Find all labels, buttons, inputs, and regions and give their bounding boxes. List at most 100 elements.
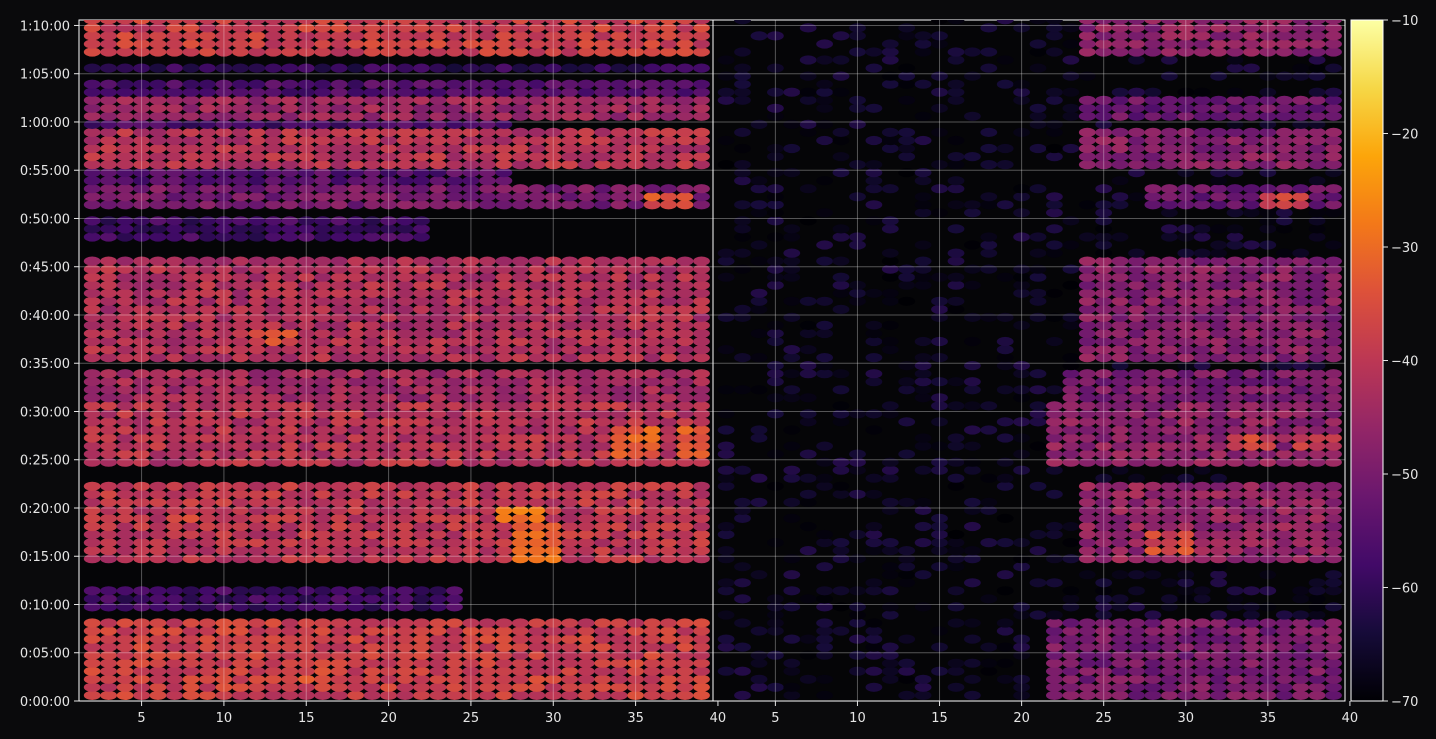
heatmap-cell bbox=[561, 135, 579, 146]
heatmap-cell bbox=[816, 95, 833, 105]
heatmap-cell bbox=[396, 312, 414, 322]
heatmap-cell bbox=[413, 554, 430, 564]
heatmap-cell bbox=[495, 200, 513, 210]
heatmap-cell bbox=[396, 288, 414, 298]
heatmap-cell bbox=[577, 111, 595, 121]
heatmap-cell bbox=[215, 618, 233, 628]
heatmap-cell bbox=[1193, 690, 1211, 701]
heatmap-cell bbox=[1243, 200, 1260, 210]
heatmap-cell bbox=[1177, 538, 1195, 548]
heatmap-cell bbox=[898, 361, 916, 371]
heatmap-cell bbox=[297, 546, 315, 556]
heatmap-cell bbox=[396, 79, 414, 89]
heatmap-cell bbox=[462, 304, 480, 314]
heatmap-cell bbox=[627, 31, 644, 41]
heatmap-cell bbox=[676, 336, 694, 347]
heatmap-cell bbox=[495, 23, 513, 33]
heatmap-cell bbox=[1062, 594, 1080, 604]
heatmap-cell bbox=[248, 216, 266, 226]
heatmap-cell bbox=[1308, 296, 1326, 306]
heatmap-cell bbox=[610, 127, 628, 137]
heatmap-cell bbox=[330, 328, 348, 339]
heatmap-cell bbox=[413, 634, 430, 644]
heatmap-cell bbox=[462, 288, 480, 298]
heatmap-cell bbox=[330, 111, 348, 121]
heatmap-cell bbox=[964, 554, 981, 564]
heatmap-cell bbox=[314, 232, 332, 242]
heatmap-cell bbox=[232, 63, 249, 73]
heatmap-cell bbox=[281, 369, 299, 379]
heatmap-cell bbox=[380, 103, 397, 113]
x-tick-label-left: 35 bbox=[627, 711, 644, 726]
heatmap-cell bbox=[1226, 618, 1244, 628]
heatmap-cell bbox=[1259, 168, 1277, 178]
heatmap-cell bbox=[380, 497, 397, 507]
heatmap-cell bbox=[881, 39, 899, 49]
heatmap-cell bbox=[1095, 658, 1113, 668]
heatmap-cell bbox=[429, 369, 447, 379]
heatmap-cell bbox=[610, 111, 628, 121]
heatmap-cell bbox=[1226, 658, 1244, 668]
heatmap-cell bbox=[149, 489, 167, 499]
heatmap-cell bbox=[446, 674, 463, 684]
heatmap-cell bbox=[1046, 666, 1063, 676]
heatmap-cell bbox=[947, 200, 965, 210]
heatmap-cell bbox=[182, 602, 200, 612]
heatmap-cell bbox=[149, 602, 167, 612]
heatmap-cell bbox=[182, 425, 200, 435]
heatmap-cell bbox=[1325, 513, 1342, 524]
heatmap-cell bbox=[1243, 409, 1260, 419]
heatmap-cell bbox=[232, 650, 249, 660]
heatmap-cell bbox=[577, 87, 595, 97]
heatmap-cell bbox=[610, 336, 628, 347]
heatmap-cell bbox=[528, 23, 546, 33]
heatmap-cell bbox=[511, 658, 529, 668]
heatmap-cell bbox=[898, 143, 916, 154]
heatmap-cell bbox=[396, 529, 414, 540]
heatmap-cell bbox=[914, 377, 932, 387]
heatmap-cell bbox=[1292, 393, 1310, 403]
heatmap-cell bbox=[215, 602, 233, 612]
heatmap-cell bbox=[462, 449, 480, 459]
heatmap-cell bbox=[594, 304, 612, 314]
heatmap-cell bbox=[544, 111, 562, 121]
heatmap-cell bbox=[544, 417, 562, 427]
heatmap-cell bbox=[1193, 103, 1211, 113]
heatmap-cell bbox=[116, 353, 134, 363]
heatmap-cell bbox=[1111, 465, 1129, 475]
heatmap-cell bbox=[577, 626, 595, 636]
heatmap-cell bbox=[264, 280, 282, 290]
heatmap-cell bbox=[215, 529, 233, 540]
heatmap-cell bbox=[1226, 328, 1244, 339]
heatmap-cell bbox=[1013, 642, 1030, 652]
heatmap-cell bbox=[495, 546, 513, 556]
heatmap-cell bbox=[479, 650, 496, 660]
heatmap-cell bbox=[528, 280, 546, 290]
heatmap-cell bbox=[676, 272, 694, 282]
heatmap-cell bbox=[1095, 353, 1113, 363]
heatmap-cell bbox=[980, 160, 998, 170]
heatmap-cell bbox=[783, 369, 801, 379]
heatmap-cell bbox=[1259, 369, 1277, 379]
heatmap-cell bbox=[1161, 160, 1178, 170]
heatmap-cell bbox=[347, 143, 365, 154]
heatmap-cell bbox=[1177, 385, 1195, 395]
heatmap-cell bbox=[1078, 650, 1096, 660]
heatmap-cell bbox=[363, 345, 381, 355]
heatmap-cell bbox=[1292, 417, 1310, 427]
heatmap-cell bbox=[479, 63, 496, 73]
heatmap-cell bbox=[149, 433, 167, 443]
heatmap-cell bbox=[330, 232, 348, 242]
heatmap-cell bbox=[116, 650, 134, 660]
heatmap-cell bbox=[1078, 320, 1096, 330]
heatmap-cell bbox=[314, 39, 332, 49]
heatmap-cell bbox=[380, 586, 397, 596]
heatmap-cell bbox=[1177, 143, 1195, 154]
heatmap-cell bbox=[396, 272, 414, 282]
heatmap-cell bbox=[100, 417, 117, 427]
heatmap-cell bbox=[232, 369, 249, 379]
heatmap-cell bbox=[1259, 417, 1277, 427]
heatmap-cell bbox=[717, 248, 735, 258]
heatmap-cell bbox=[881, 135, 899, 146]
heatmap-cell bbox=[1013, 674, 1030, 684]
